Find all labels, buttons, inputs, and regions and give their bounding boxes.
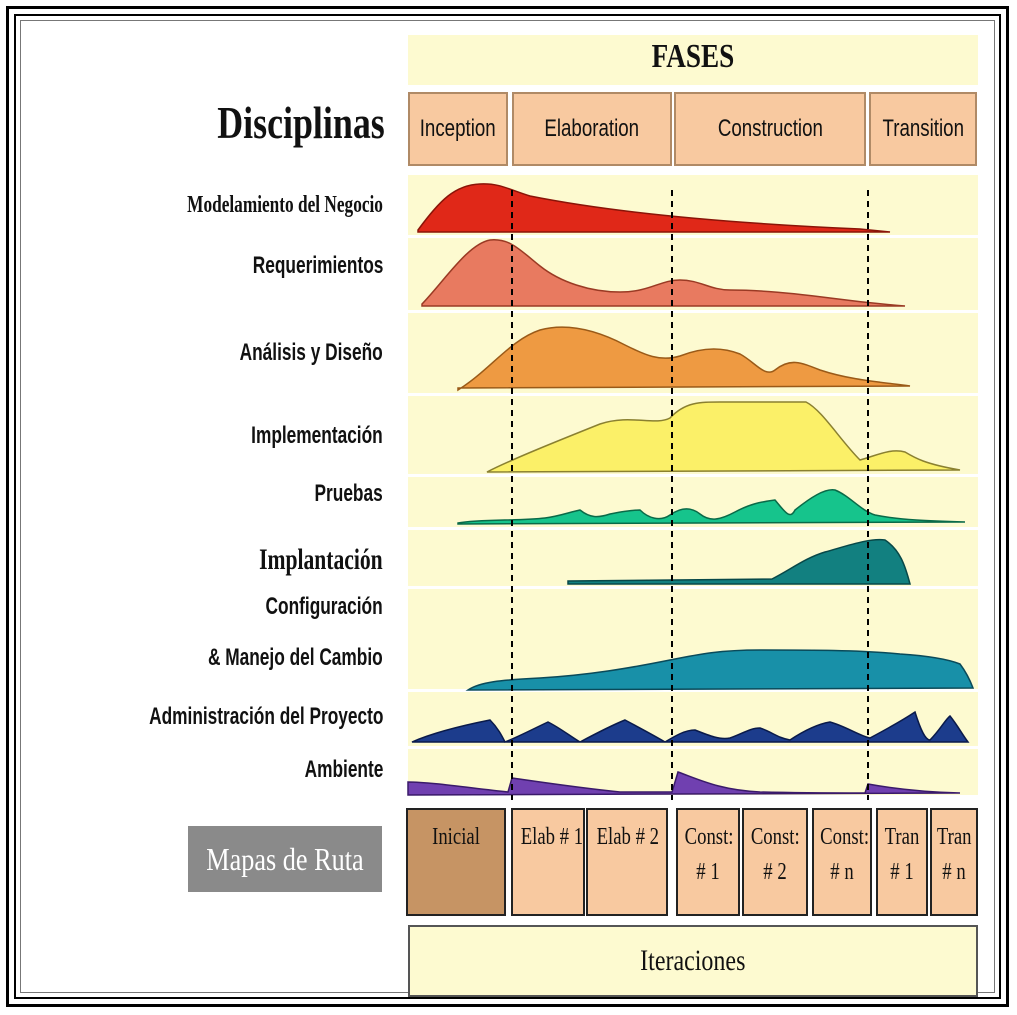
iteration-number: # 1 bbox=[696, 859, 720, 885]
iteration-label: Const: bbox=[684, 824, 734, 850]
phase-transition-label: Transition bbox=[882, 115, 964, 142]
discipline-label-manejo-cambio: & Manejo del Cambio bbox=[208, 644, 383, 671]
iteraciones-bar: Iteraciones bbox=[408, 925, 978, 997]
iteration-number: # 2 bbox=[763, 859, 787, 885]
iteration-const-1: Const: # 1 bbox=[676, 808, 740, 916]
discipline-label-implantacion: Implantación bbox=[259, 543, 383, 576]
iteraciones-label: Iteraciones bbox=[640, 944, 746, 977]
iteration-elab-1: Elab # 1 bbox=[511, 808, 585, 916]
phase-inception: Inception bbox=[408, 92, 508, 166]
discipline-label-pruebas: Pruebas bbox=[314, 480, 383, 507]
iteration-inicial: Inicial bbox=[406, 808, 506, 916]
iteration-label: Tran bbox=[884, 824, 920, 850]
iteration-tran-n: Tran # n bbox=[930, 808, 978, 916]
phase-elaboration-label: Elaboration bbox=[544, 115, 640, 142]
iteration-number: # n bbox=[830, 859, 854, 885]
iteration-tran-1: Tran # 1 bbox=[876, 808, 928, 916]
curve-implantacion bbox=[567, 538, 911, 585]
phase-elaboration: Elaboration bbox=[512, 92, 672, 166]
phase-dividers bbox=[511, 190, 869, 800]
curve-requerimientos bbox=[421, 239, 906, 307]
discipline-label-ambiente: Ambiente bbox=[304, 756, 383, 783]
discipline-label-analisis: Análisis y Diseño bbox=[239, 339, 383, 366]
curve-ambiente bbox=[407, 771, 961, 796]
phase-inception-label: Inception bbox=[420, 115, 496, 142]
iteration-const-n: Const: # n bbox=[812, 808, 872, 916]
iteration-number: # 1 bbox=[890, 859, 914, 885]
mapas-label: Mapas de Ruta bbox=[206, 840, 364, 877]
disciplinas-heading: Disciplinas bbox=[217, 97, 385, 148]
curve-modelamiento bbox=[417, 183, 891, 233]
inner-frame bbox=[14, 14, 1001, 999]
curve-pruebas bbox=[457, 489, 966, 525]
discipline-label-configuracion: Configuración bbox=[265, 593, 383, 620]
discipline-label-requerimientos: Requerimientos bbox=[252, 252, 383, 279]
iteration-label: Const: bbox=[820, 824, 870, 850]
iteration-number: # n bbox=[942, 859, 966, 885]
phase-transition: Transition bbox=[869, 92, 977, 166]
iteration-label: Elab # 1 bbox=[520, 824, 584, 850]
curve-implementacion bbox=[486, 401, 961, 473]
discipline-label-implementacion: Implementación bbox=[251, 422, 383, 449]
mapas-de-ruta-box: Mapas de Ruta bbox=[188, 826, 382, 892]
fases-band bbox=[408, 35, 978, 85]
curve-administracion bbox=[411, 710, 970, 743]
outer-frame bbox=[6, 6, 1009, 1007]
iteration-elab-2: Elab # 2 bbox=[586, 808, 668, 916]
phase-construction-label: Construction bbox=[717, 115, 823, 142]
effort-curves bbox=[407, 183, 975, 796]
iteration-label: Inicial bbox=[432, 824, 480, 850]
curve-configuracion bbox=[465, 649, 975, 691]
iteration-label: Elab # 2 bbox=[596, 824, 659, 850]
discipline-label-modelamiento: Modelamiento del Negocio bbox=[187, 192, 383, 218]
fases-title: FASES bbox=[651, 38, 735, 75]
iteration-label: Tran bbox=[936, 824, 972, 850]
curve-analisis bbox=[457, 326, 911, 392]
iteration-label: Const: bbox=[750, 824, 800, 850]
discipline-label-administracion: Administración del Proyecto bbox=[148, 703, 383, 730]
iteration-const-2: Const: # 2 bbox=[742, 808, 808, 916]
phase-construction: Construction bbox=[674, 92, 866, 166]
